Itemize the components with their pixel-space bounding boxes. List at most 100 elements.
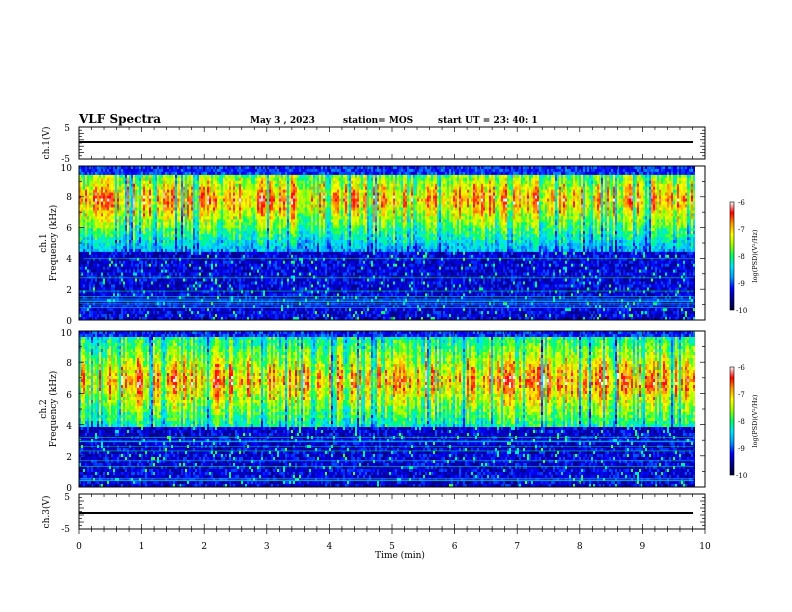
spectrogram-cell	[141, 317, 143, 321]
spectrogram-cell	[237, 305, 239, 309]
spectrogram-cell	[125, 180, 127, 185]
spectrogram-cell	[173, 275, 175, 279]
spectrogram-cell	[173, 222, 175, 226]
spectrogram-cell	[129, 225, 131, 229]
spectrogram-cell	[213, 248, 215, 253]
spectrogram-cell	[207, 251, 209, 256]
spectrogram-cell	[173, 314, 175, 318]
spectrogram-cell	[155, 225, 157, 229]
spectrogram-cell	[107, 260, 109, 265]
spectrogram-cell	[191, 269, 193, 273]
spectrogram-cell	[159, 263, 161, 267]
spectrogram-cell	[257, 284, 259, 288]
spectrogram-cell	[265, 284, 267, 288]
spectrogram-cell	[157, 186, 159, 190]
spectrogram-cell	[163, 254, 165, 259]
spectrogram-cell	[131, 174, 133, 179]
spectrogram-cell	[97, 237, 99, 241]
spectrogram-cell	[181, 225, 183, 229]
spectrogram-cell	[207, 278, 209, 282]
spectrogram-cell	[245, 257, 247, 262]
spectrogram-cell	[215, 195, 217, 199]
spectrogram-cell	[195, 257, 197, 262]
spectrogram-cell	[207, 263, 209, 267]
spectrogram-cell	[217, 290, 219, 294]
spectrogram-cell	[143, 302, 145, 306]
spectrogram-cell	[187, 168, 189, 173]
spectrogram-cell	[229, 281, 231, 285]
spectrogram-cell	[151, 192, 153, 196]
spectrogram-cell	[125, 198, 127, 202]
spectrogram-cell	[183, 311, 185, 315]
spectrogram-cell	[85, 251, 87, 256]
spectrogram-cell	[209, 305, 211, 309]
spectrogram-cell	[213, 243, 215, 247]
spectrogram-cell	[79, 216, 81, 220]
spectrogram-cell	[255, 317, 257, 321]
spectrogram-cell	[227, 180, 229, 185]
spectrogram-cell	[203, 216, 205, 220]
spectrogram-cell	[129, 213, 131, 217]
spectrogram-cell	[167, 210, 169, 214]
spectrogram-cell	[139, 210, 141, 214]
spectrogram-cell	[203, 305, 205, 309]
spectrogram-cell	[163, 257, 165, 262]
spectrogram-cell	[233, 234, 235, 238]
spectrogram-cell	[245, 278, 247, 282]
spectrogram-cell	[217, 314, 219, 318]
spectrogram-cell	[127, 251, 129, 256]
spectrogram-cell	[165, 272, 167, 276]
spectrogram-cell	[107, 257, 109, 262]
spectrogram-cell	[177, 195, 179, 199]
spectrogram-cell	[119, 189, 121, 193]
spectrogram-cell	[245, 166, 247, 170]
spectrogram-cell	[91, 240, 93, 244]
spectrogram-cell	[255, 305, 257, 309]
spectrogram-cell	[173, 237, 175, 241]
spectrogram-cell	[103, 195, 105, 199]
spectrogram-cell	[167, 243, 169, 247]
spectrogram-cell	[157, 177, 159, 182]
spectrogram-cell	[201, 243, 203, 247]
spectrogram-cell	[89, 234, 91, 238]
spectrogram-cell	[85, 237, 87, 241]
spectrogram-cell	[91, 308, 93, 312]
spectrogram-cell	[243, 275, 245, 279]
spectrogram-cell	[207, 192, 209, 196]
spectrogram-cell	[225, 231, 227, 235]
spectrogram-cell	[145, 166, 147, 170]
spectrogram-cell	[203, 281, 205, 285]
spectrogram-cell	[209, 204, 211, 208]
spectrogram-cell	[259, 219, 261, 223]
spectrogram-cell	[151, 166, 153, 170]
spectrogram-cell	[79, 284, 81, 288]
spectrogram-cell	[179, 275, 181, 279]
spectrogram-cell	[103, 219, 105, 223]
spectrogram-cell	[201, 305, 203, 309]
spectrogram-cell	[203, 248, 205, 253]
spectrogram-cell	[193, 204, 195, 208]
spectrogram-cell	[171, 225, 173, 229]
spectrogram-cell	[119, 168, 121, 173]
spectrogram-cell	[245, 225, 247, 229]
spectrogram-cell	[147, 180, 149, 185]
spectrogram-cell	[81, 263, 83, 267]
spectrogram-cell	[165, 260, 167, 265]
spectrogram-cell	[255, 302, 257, 306]
spectrogram-cell	[113, 237, 115, 241]
spectrogram-cell	[197, 284, 199, 288]
spectrogram-cell	[187, 186, 189, 190]
spectrogram-cell	[127, 234, 129, 238]
spectrogram-cell	[185, 189, 187, 193]
spectrogram-cell	[223, 231, 225, 235]
spectrogram-cell	[173, 257, 175, 262]
spectrogram-cell	[239, 302, 241, 306]
spectrogram-cell	[99, 311, 101, 315]
spectrogram-cell	[119, 225, 121, 229]
spectrogram-column	[87, 166, 89, 321]
spectrogram-cell	[93, 275, 95, 279]
spectrogram-cell	[155, 195, 157, 199]
spectrogram-cell	[263, 269, 265, 273]
spectrogram-column	[127, 166, 129, 321]
spectrogram-cell	[229, 234, 231, 238]
